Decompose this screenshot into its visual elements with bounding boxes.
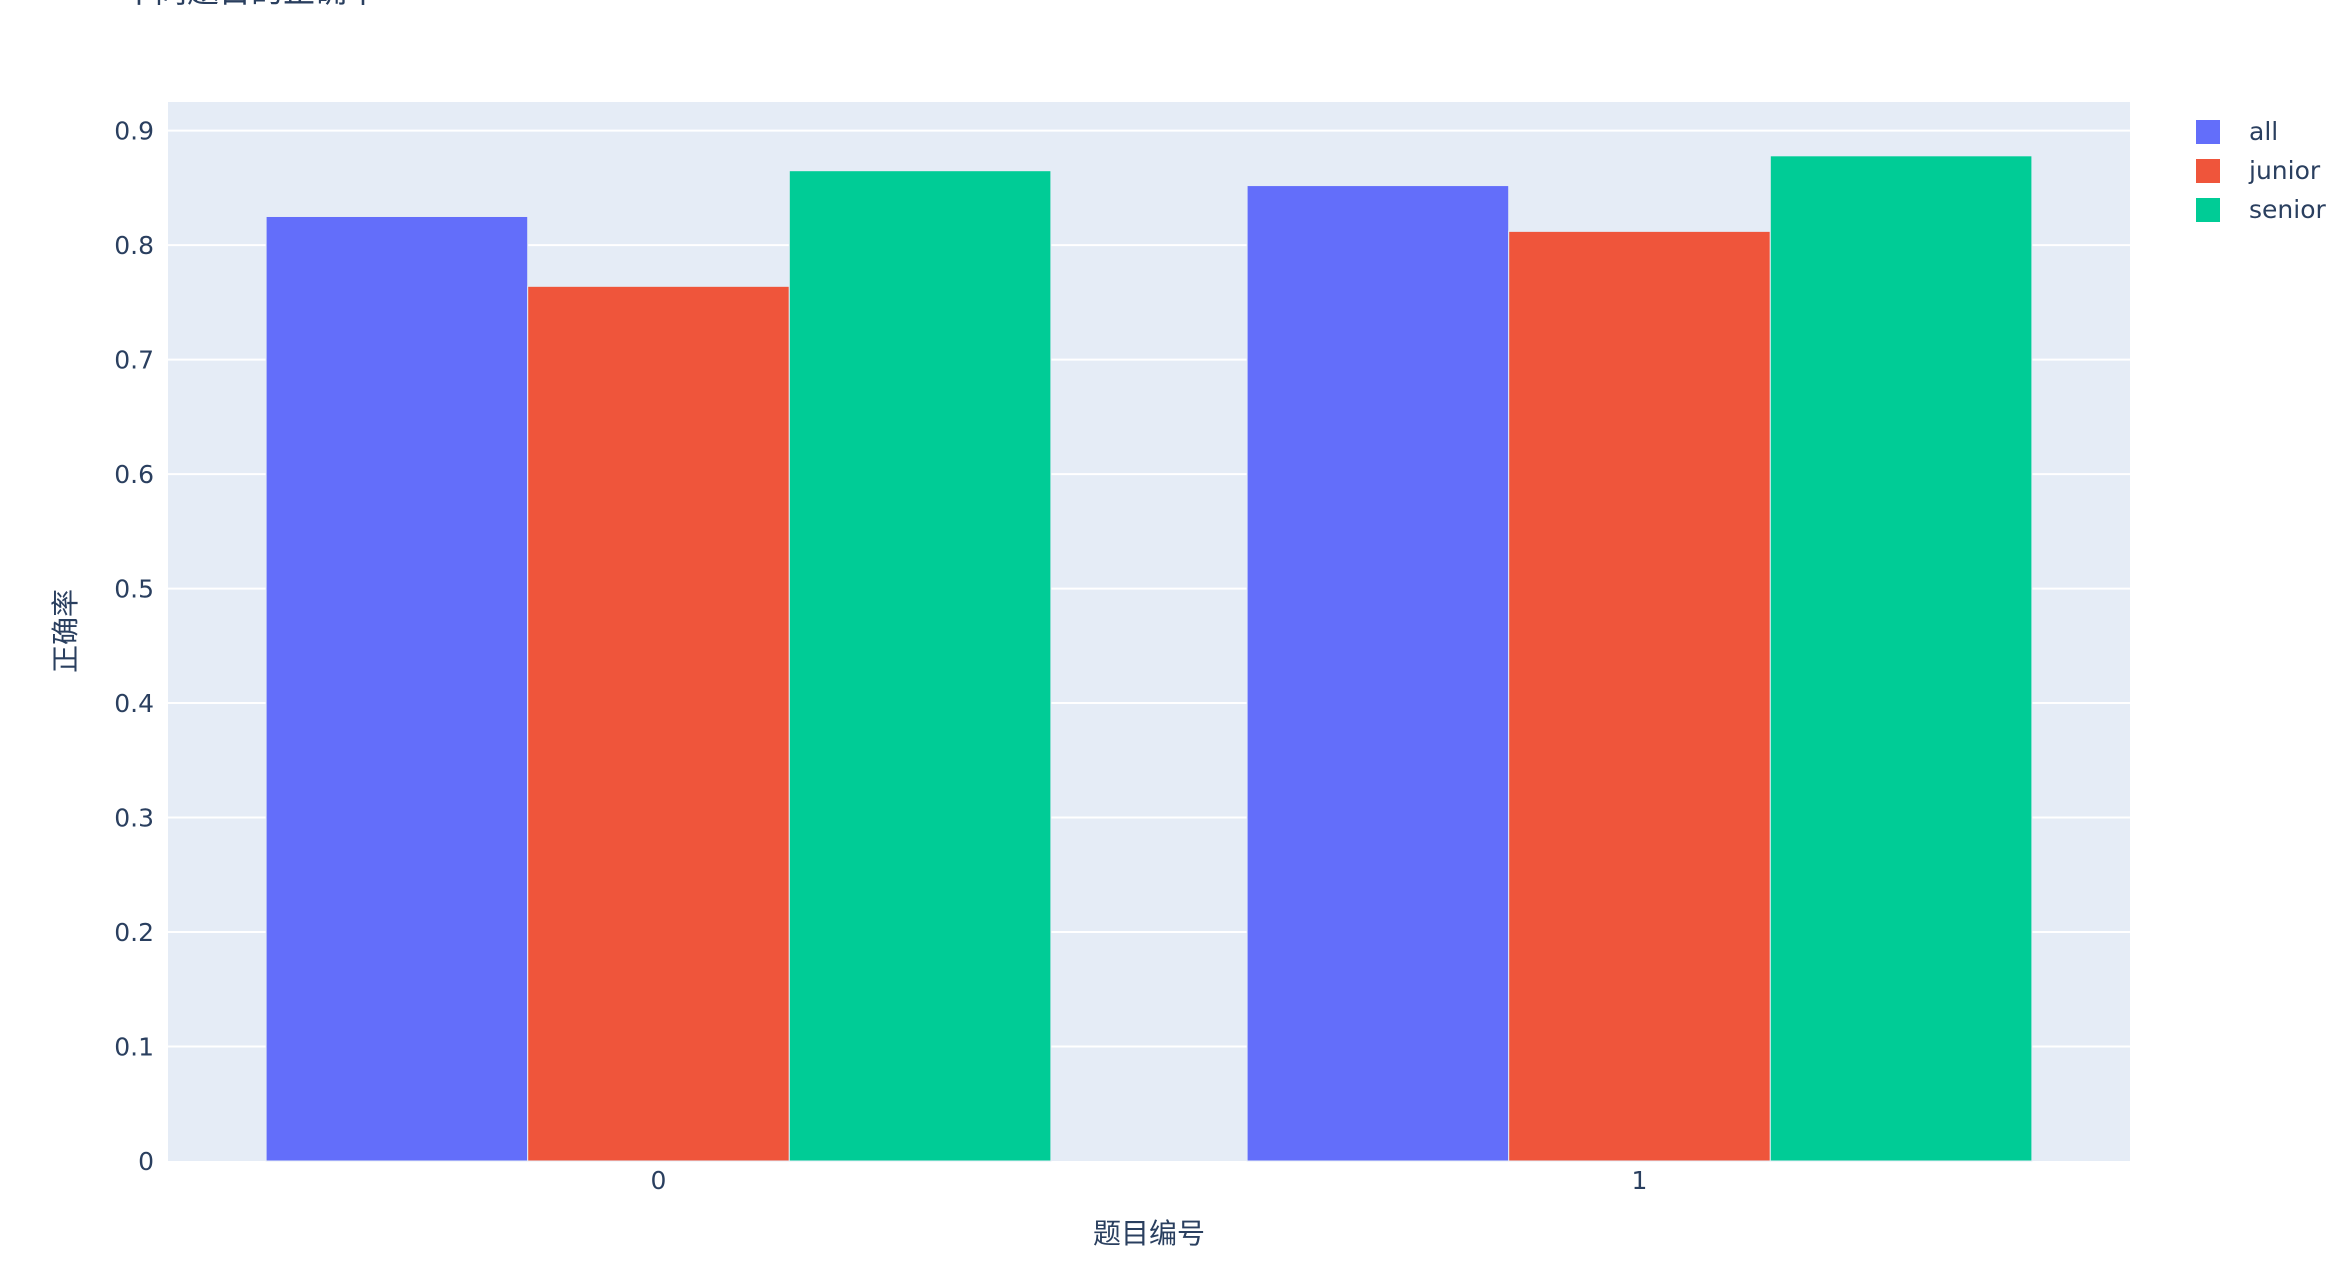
legend-item-senior[interactable]: senior [2196,195,2326,224]
legend-swatch [2196,159,2220,183]
bar-all-1[interactable] [1246,185,1510,1162]
y-tick-label: 0.4 [114,689,154,718]
legend-label: junior [2248,156,2321,185]
y-tick-label: 0.9 [114,117,154,146]
y-tick-label: 0 [138,1147,154,1176]
y-tick-label: 0.5 [114,575,154,604]
y-tick-label: 0.2 [114,918,154,947]
legend-item-all[interactable]: all [2196,117,2278,146]
legend-label: all [2249,117,2278,146]
legend-item-junior[interactable]: junior [2196,156,2321,185]
bar-senior-1[interactable] [1769,155,2033,1162]
bar-junior-1[interactable] [1508,230,1771,1162]
x-axis-title: 题目编号 [1093,1217,1205,1250]
bar-senior-0[interactable] [788,170,1052,1162]
legend: all junior senior [2196,117,2326,224]
y-tick-label: 0.8 [114,231,154,260]
y-tick-label: 0.6 [114,460,154,489]
y-tick-label: 0.1 [114,1033,154,1062]
bar-all-0[interactable] [265,215,529,1162]
y-axis-title: 正确率 [49,589,82,673]
bars [265,155,2033,1162]
legend-swatch [2196,120,2220,144]
y-axis-ticks: 0 0.1 0.2 0.3 0.4 0.5 0.6 0.7 0.8 0.9 [114,117,154,1176]
legend-swatch [2196,198,2220,222]
y-tick-label: 0.3 [114,804,154,833]
y-tick-label: 0.7 [114,346,154,375]
legend-label: senior [2249,195,2326,224]
bar-junior-0[interactable] [527,285,790,1162]
chart-title: 不同题目的正确率 [123,0,379,10]
x-tick-label: 0 [651,1166,667,1195]
x-tick-label: 1 [1632,1166,1648,1195]
